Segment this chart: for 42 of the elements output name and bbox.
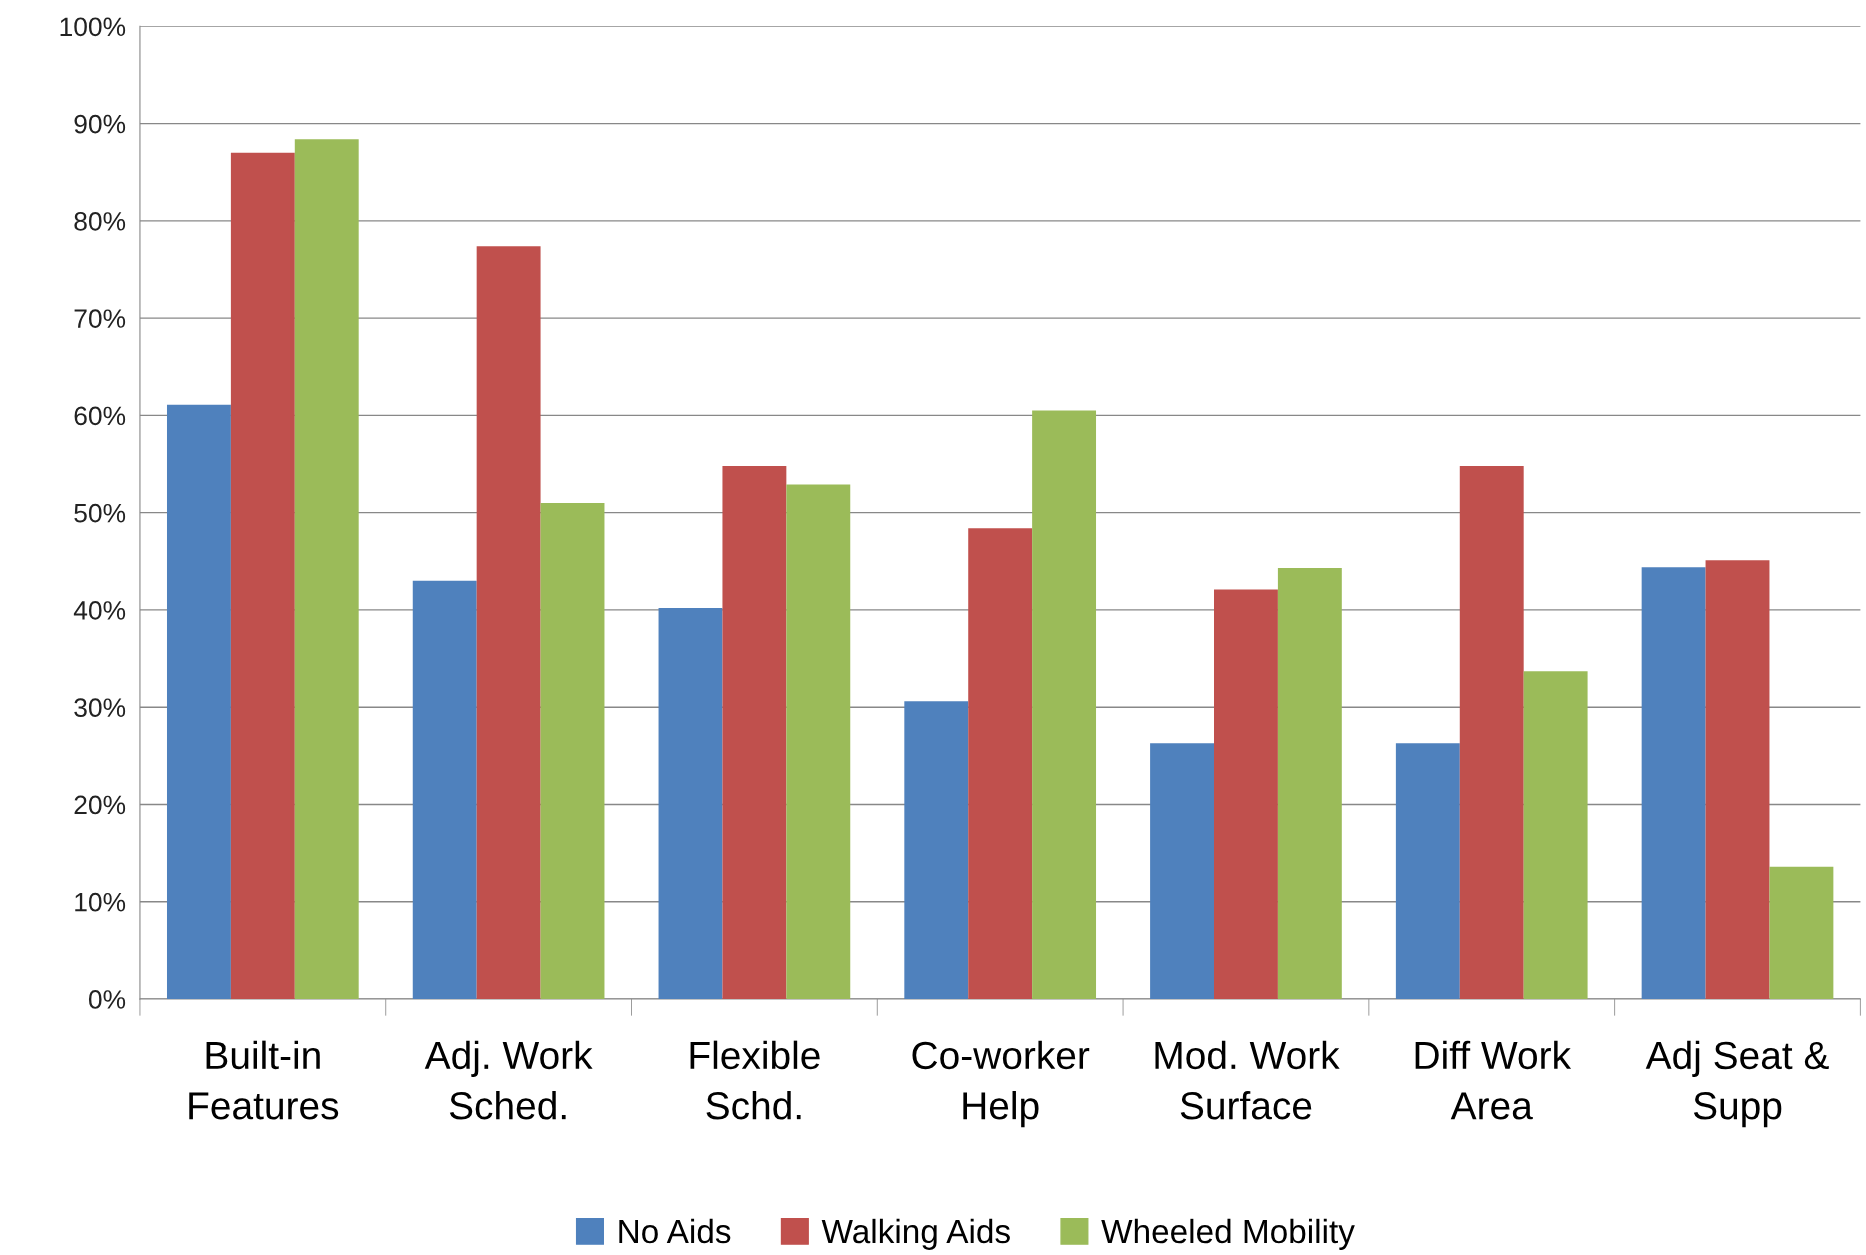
y-tick-label: 30% [74, 698, 126, 718]
x-tick-label: Co-worker Help [912, 1040, 1090, 1128]
y-tick-label: 0% [88, 990, 126, 1009]
y-tick-label: 80% [74, 212, 126, 231]
bar [904, 701, 969, 999]
y-tick-label: 40% [73, 601, 126, 620]
x-tick-label: Adj. Work Sched. [424, 1040, 593, 1120]
bar [412, 580, 477, 999]
x-tick-label: Built-in Features [189, 1040, 339, 1120]
bar [476, 246, 541, 999]
x-tick-label: Mod. Work Surface [1155, 1040, 1340, 1120]
y-tick-label: 50% [74, 503, 126, 523]
y-tick-label: 100% [60, 17, 126, 37]
bar [1523, 671, 1588, 999]
y-tick-label: 60% [74, 406, 126, 426]
x-tick-label: Flexible Schd. [690, 1040, 820, 1120]
bar [166, 404, 231, 999]
bar [230, 152, 295, 999]
bar [1150, 743, 1214, 999]
bar [294, 139, 359, 999]
bar [540, 502, 605, 999]
bar [1277, 568, 1342, 999]
legend-label: Wheeled Mobility [1101, 1218, 1355, 1250]
x-tick-label: Diff Work Area [1415, 1040, 1572, 1120]
bar [786, 484, 851, 999]
bar [1395, 743, 1460, 999]
bar [1769, 866, 1834, 999]
bar [1705, 560, 1770, 999]
bar [1032, 410, 1097, 999]
bar [1214, 589, 1278, 999]
bar [722, 465, 787, 999]
y-tick-label: 70% [74, 309, 126, 328]
legend-label: No Aids [619, 1218, 731, 1244]
y-tick-label: 10% [75, 892, 126, 912]
x-tick-label: Adj Seat & Supp [1645, 1040, 1829, 1128]
y-tick-label: 90% [74, 114, 126, 134]
legend-label: Walking Aids [821, 1218, 1010, 1250]
bar [1641, 567, 1706, 999]
y-tick-label: 20% [74, 795, 126, 815]
bar [658, 607, 723, 999]
bar [968, 528, 1033, 999]
bar [1459, 465, 1524, 999]
